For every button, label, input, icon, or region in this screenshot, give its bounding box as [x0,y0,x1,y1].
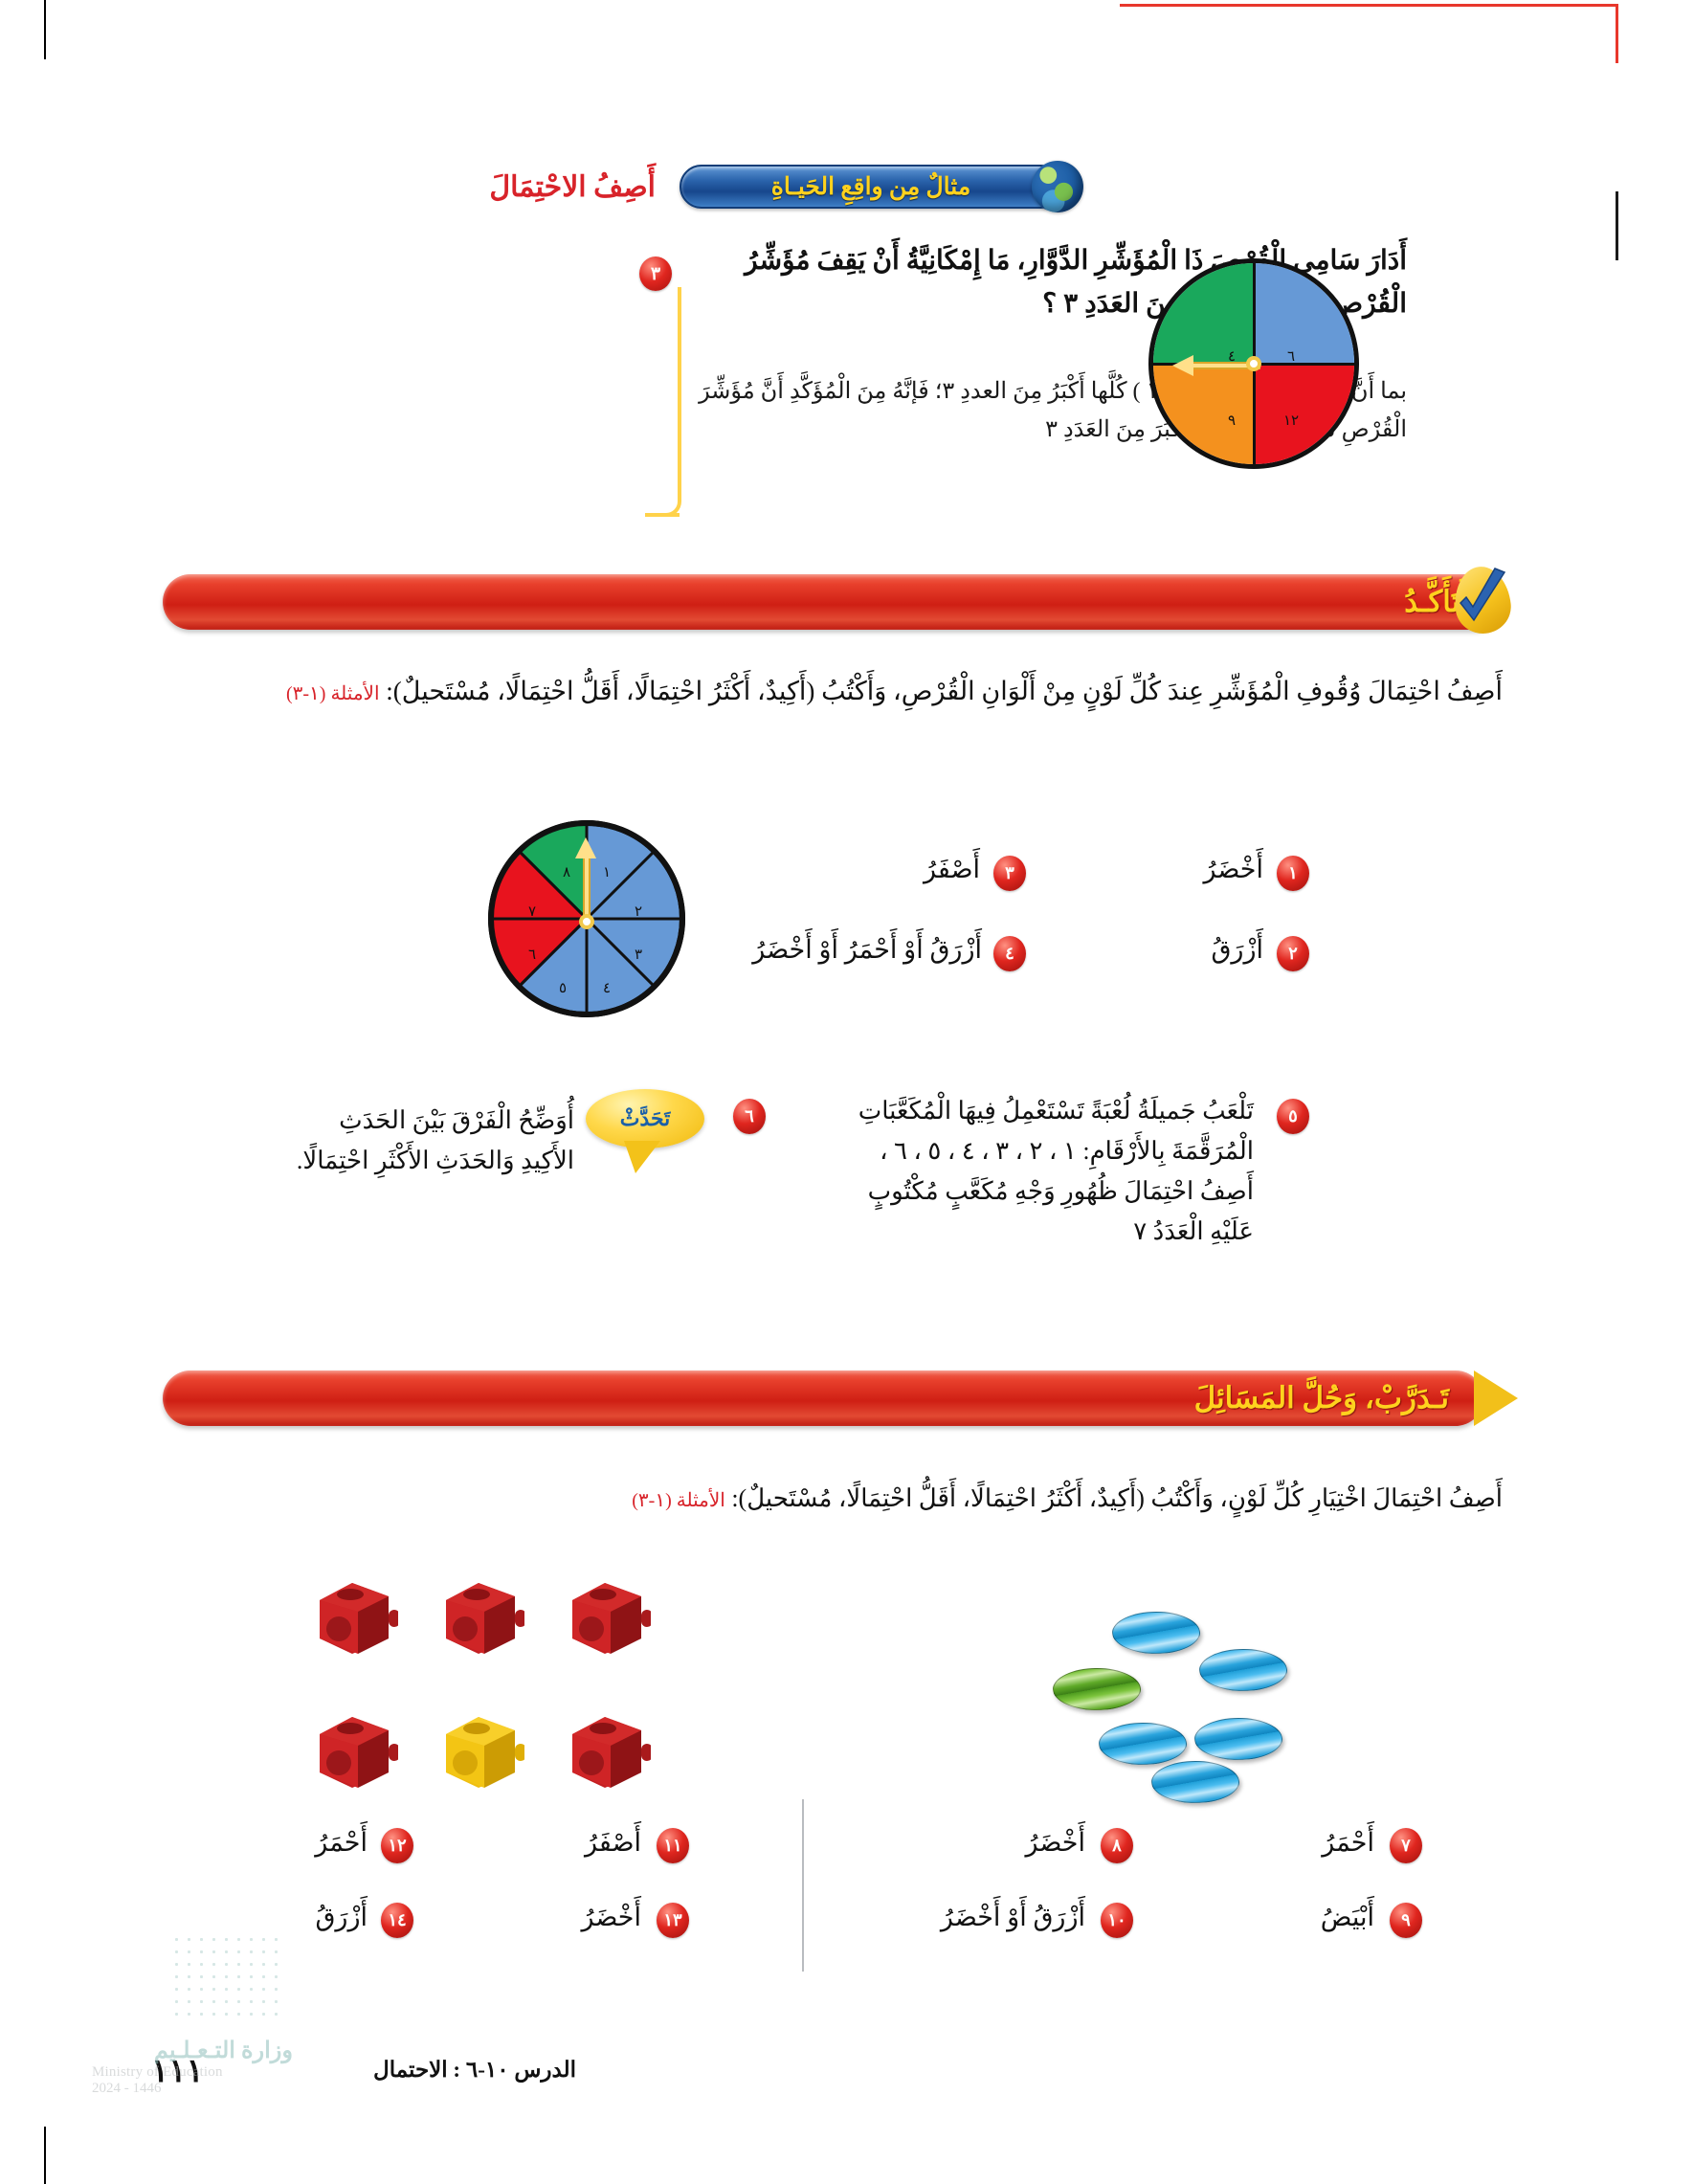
spinner4-needle-tip [1172,355,1193,376]
question-text-11: أَصْفَرُ [585,1828,641,1857]
spinner4-section-orange [1153,364,1254,464]
question-bullet-4[interactable]: ٤ [993,936,1026,971]
spinner8-label-5: ٥ [559,981,568,996]
example-number-badge: ٣ [639,256,672,291]
question-bullet-14[interactable]: ١٤ [381,1903,413,1938]
question-text-8: أَخْضَرُ [1025,1828,1085,1857]
question-bullet-9[interactable]: ٩ [1390,1903,1422,1938]
counter-blue-4 [1194,1718,1282,1760]
spinner4-hub [1246,356,1261,371]
cube-red-4 [316,1713,400,1790]
counter-blue-5 [1151,1761,1239,1803]
question-text-2: أَزْرَقُ [1211,935,1263,964]
question-bullet-13[interactable]: ١٣ [657,1903,689,1938]
check-instruction-text: أَصِفُ احْتِمَالَ وُقُوفِ الْمُؤَشِّرِ ع… [163,670,1503,713]
cube-red-5 [568,1713,653,1790]
question-bullet-3[interactable]: ٣ [993,856,1026,891]
question-text-9: أَبْيَضُ [1320,1903,1374,1931]
cube-red-2 [442,1579,526,1656]
question-text-10: أَزْرَقُ أَوْ أَخْضَرُ [940,1903,1085,1931]
practice-instruction-body: أَصِفُ احْتِمَالَ اخْتِيَارِ كُلِّ لَوْن… [731,1484,1503,1512]
footer-lesson-label: الدرس ١٠-٦ : الاحتمال [373,2058,576,2082]
spinner4-section-red [1254,364,1354,464]
spinner8-needle-tip [575,837,596,858]
section-title-describe-probability: أَصِفُ الاحْتِمَالَ [489,171,656,203]
practice-banner-arrow-icon [1474,1371,1518,1426]
question-bullet-6[interactable]: ٦ [733,1099,766,1134]
banner-label-practice: تَـدَرَّبْ، وَحُلَّ المَسَائِلَ [1193,1381,1449,1415]
spinner8-label-3: ٣ [635,947,643,963]
cube-red-3 [568,1579,653,1656]
section-banner-practice: تَـدَرَّبْ، وَحُلَّ المَسَائِلَ [163,1371,1483,1426]
question-text-12: أَحْمَرُ [315,1828,368,1857]
question-bullet-11[interactable]: ١١ [657,1828,689,1863]
spinner8-label-7: ٧ [528,904,537,920]
decorative-dots [170,1933,285,2021]
spinner4-section-blue [1254,263,1354,364]
talk-bubble-label: تَحَدَّثْ [619,1106,671,1130]
practice-example-reference: الأمثلة (١-٣) [632,1490,725,1511]
globe-icon [1032,161,1083,212]
talk-bubble: تَحَدَّثْ [586,1089,704,1148]
ministry-name-english: Ministry of Education [92,2064,223,2080]
spinner4-label-6: ٦ [1287,349,1296,365]
crop-mark-top-left [44,0,46,59]
question-text-5: تَلْعَبُ جَميلَةُ لُعْبَةً تَسْتَعْمِلُ … [858,1097,1254,1246]
real-life-example-label: مثالٌ مِن واقِعِ الحَيـاةِ [770,174,971,200]
spinner4-section-green [1153,263,1254,364]
question-bullet-5[interactable]: ٥ [1277,1099,1309,1134]
page-number: ١١١ [151,2054,204,2089]
spinner4-label-4: ٤ [1228,349,1237,365]
counter-blue-1 [1112,1612,1200,1654]
crop-mark-red-right [1616,4,1618,63]
cube-red-1 [316,1579,400,1656]
question-text-3: أَصْفَرُ [924,855,980,883]
practice-instruction-text: أَصِفُ احْتِمَالَ اخْتِيَارِ كُلِّ لَوْن… [163,1479,1503,1520]
question-text-13: أَخْضَرُ [581,1903,641,1931]
ministry-year: 2024 - 1446 [92,2081,162,2096]
counter-blue-2 [1199,1649,1287,1691]
spinner8-label-6: ٦ [528,947,537,963]
question-text-1: أَخْضَرُ [1203,855,1263,883]
question-bullet-7[interactable]: ٧ [1390,1828,1422,1863]
cube-yellow-1 [442,1713,526,1790]
spinner8-hub [579,913,594,929]
question-bullet-8[interactable]: ٨ [1101,1828,1133,1863]
checkmark-icon [1445,564,1518,637]
spinner8-label-2: ٢ [635,904,643,920]
spinner4-label-12: ١٢ [1283,413,1300,429]
section-banner-i-check: أَتَأَكَّـدُ [163,574,1503,630]
ministry-name-arabic: وزارة التـعـلـيم [153,2039,293,2063]
ministry-of-education-logo: وزارة التـعـلـيم Ministry of Education 2… [92,2037,293,2097]
solution-connector-end [645,513,680,517]
crop-mark-bottom-left [44,2127,46,2184]
question-bullet-10[interactable]: ١٠ [1101,1903,1133,1938]
question-text-6: أُوَضِّحُ الْفَرْقَ بَيْنَ الحَدَثِ الأَ… [296,1106,574,1175]
question-bullet-12[interactable]: ١٢ [381,1828,413,1863]
check-instruction-body: أَصِفُ احْتِمَالَ وُقُوفِ الْمُؤَشِّرِ ع… [386,677,1503,705]
spinner8-label-4: ٤ [603,981,612,996]
talk-bubble-tail [624,1141,660,1173]
column-divider [802,1799,804,1972]
question-text-4: أَزْرَقُ أَوْ أَحْمَرُ أَوْ أَخْضَرُ [752,935,982,964]
question-text-14: أَزْرَقُ [315,1903,368,1931]
spinner4-label-9: ٩ [1228,413,1237,429]
crop-mark-right [1616,191,1618,260]
question-bullet-1[interactable]: ١ [1277,856,1309,891]
counter-blue-3 [1099,1723,1187,1765]
question-text-7: أَحْمَرُ [1322,1828,1374,1857]
real-life-example-banner: مثالٌ مِن واقِعِ الحَيـاةِ [680,165,1062,209]
question-bullet-2[interactable]: ٢ [1277,936,1309,971]
spinner8-label-8: ٨ [563,865,571,880]
spinner-four-sections: ٤ ٦ ٩ ١٢ [1148,258,1359,469]
crop-mark-red-top [1120,4,1617,7]
check-example-reference: الأمثلة (١-٣) [285,683,380,704]
spinner-eight-sections: ١ ٢ ٣ ٤ ٥ ٦ ٧ ٨ [486,818,687,1024]
counter-green-1 [1053,1668,1141,1710]
spinner8-label-1: ١ [603,865,612,880]
